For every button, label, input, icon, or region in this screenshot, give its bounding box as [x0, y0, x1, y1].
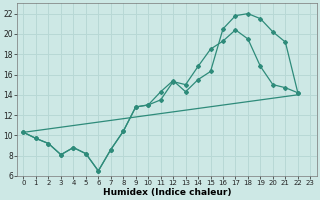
X-axis label: Humidex (Indice chaleur): Humidex (Indice chaleur)	[103, 188, 231, 197]
